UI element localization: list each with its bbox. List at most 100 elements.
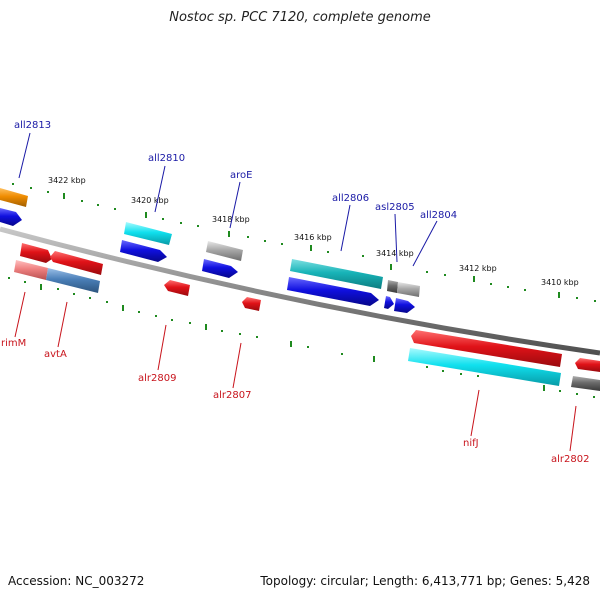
leader-line	[57, 301, 68, 348]
ruler-tick	[122, 305, 124, 311]
gene-label-all2804: all2804	[420, 210, 457, 221]
gene-label-alr2807: alr2807	[213, 390, 251, 401]
leader-line	[569, 405, 577, 452]
ruler-label: 3418 kbp	[212, 215, 250, 224]
gene-label-nifJ: nifJ	[463, 438, 479, 449]
gene-blue	[287, 277, 379, 306]
gene-label-asl2805: asl2805	[375, 202, 415, 213]
ruler-tick	[256, 336, 258, 338]
ruler-tick	[576, 297, 578, 299]
ruler-tick	[247, 236, 249, 238]
ruler-tick	[264, 240, 266, 242]
ruler-tick	[81, 200, 83, 202]
leader-line	[340, 204, 351, 252]
ruler-tick	[221, 330, 223, 332]
ruler-tick	[327, 251, 329, 253]
ruler-tick	[8, 277, 10, 279]
gene-label-avtA: avtA	[44, 349, 67, 360]
ruler-label: 3422 kbp	[48, 176, 86, 185]
ruler-tick	[594, 300, 596, 302]
ruler-tick	[47, 191, 49, 193]
ruler-tick	[524, 289, 526, 291]
gene-red	[575, 358, 600, 372]
gene-label-alr2809: alr2809	[138, 373, 176, 384]
ruler-tick	[341, 353, 343, 355]
gene-label-aroE: aroE	[230, 170, 252, 181]
ruler-tick	[189, 322, 191, 324]
leader-lines-forward	[14, 291, 577, 452]
ruler-tick	[490, 283, 492, 285]
ruler-tick	[57, 288, 59, 290]
gene-label-alr2802: alr2802	[551, 454, 589, 465]
leader-lines-reverse	[18, 132, 438, 267]
ruler-tick	[543, 385, 545, 391]
gene-gray	[206, 241, 243, 261]
leader-line	[232, 342, 242, 389]
leader-line	[18, 132, 31, 179]
ruler-tick	[307, 346, 309, 348]
gene-blue	[120, 240, 167, 262]
ruler-tick	[473, 276, 475, 282]
gene-label-all2810: all2810	[148, 153, 185, 164]
gene-red	[20, 243, 52, 263]
leader-line	[229, 181, 241, 229]
genome-backbone	[0, 226, 600, 356]
ruler-tick	[155, 315, 157, 317]
inner-ruler	[8, 277, 595, 398]
ruler-tick	[426, 271, 428, 273]
ruler-tick	[507, 286, 509, 288]
ruler-label: 3412 kbp	[459, 264, 497, 273]
ruler-tick	[239, 333, 241, 335]
leader-line	[394, 213, 398, 263]
ruler-tick	[362, 255, 364, 257]
gene-cyan	[124, 222, 172, 245]
ruler-tick	[205, 324, 207, 330]
ruler-tick	[63, 193, 65, 199]
ruler-tick	[89, 297, 91, 299]
ruler-tick	[477, 375, 479, 377]
leader-line	[470, 389, 480, 437]
gene-label-all2806: all2806	[332, 193, 369, 204]
leader-line	[154, 165, 166, 213]
gene-gray	[397, 282, 420, 297]
ruler-tick	[145, 212, 147, 218]
ruler-tick	[228, 231, 230, 237]
ruler-tick	[162, 218, 164, 220]
leader-line	[157, 324, 167, 371]
ruler-tick	[444, 274, 446, 276]
ruler-label: 3420 kbp	[131, 196, 169, 205]
gene-salmon	[14, 260, 48, 280]
gene-red	[242, 297, 261, 311]
leader-line	[14, 291, 26, 338]
ruler-tick	[390, 264, 392, 270]
ruler-tick	[426, 366, 428, 368]
gene-red	[411, 330, 562, 367]
outer-ruler	[12, 183, 596, 302]
gene-cyan	[408, 348, 561, 386]
ruler-tick	[576, 393, 578, 395]
gene-blue	[384, 296, 394, 309]
accession-info: Accession: NC_003272	[8, 574, 145, 588]
gene-blue	[394, 298, 415, 313]
ruler-tick	[24, 281, 26, 283]
ruler-tick	[40, 284, 42, 290]
gene-blue	[202, 259, 238, 278]
ruler-tick	[106, 301, 108, 303]
ruler-tick	[180, 222, 182, 224]
gene-orange	[0, 188, 28, 207]
gene-blue	[0, 208, 22, 226]
gene-red	[50, 251, 103, 275]
ruler-tick	[197, 225, 199, 227]
ruler-tick	[442, 370, 444, 372]
ruler-tick	[171, 319, 173, 321]
ruler-label: 3414 kbp	[376, 249, 414, 258]
genome-title: Nostoc sp. PCC 7120, complete genome	[169, 10, 431, 25]
ruler-tick	[593, 396, 595, 398]
gene-steelblue	[46, 268, 100, 293]
ruler-tick	[460, 373, 462, 375]
gene-label-rimM: rimM	[1, 338, 26, 349]
ruler-tick	[138, 311, 140, 313]
ruler-label: 3410 kbp	[541, 278, 579, 287]
